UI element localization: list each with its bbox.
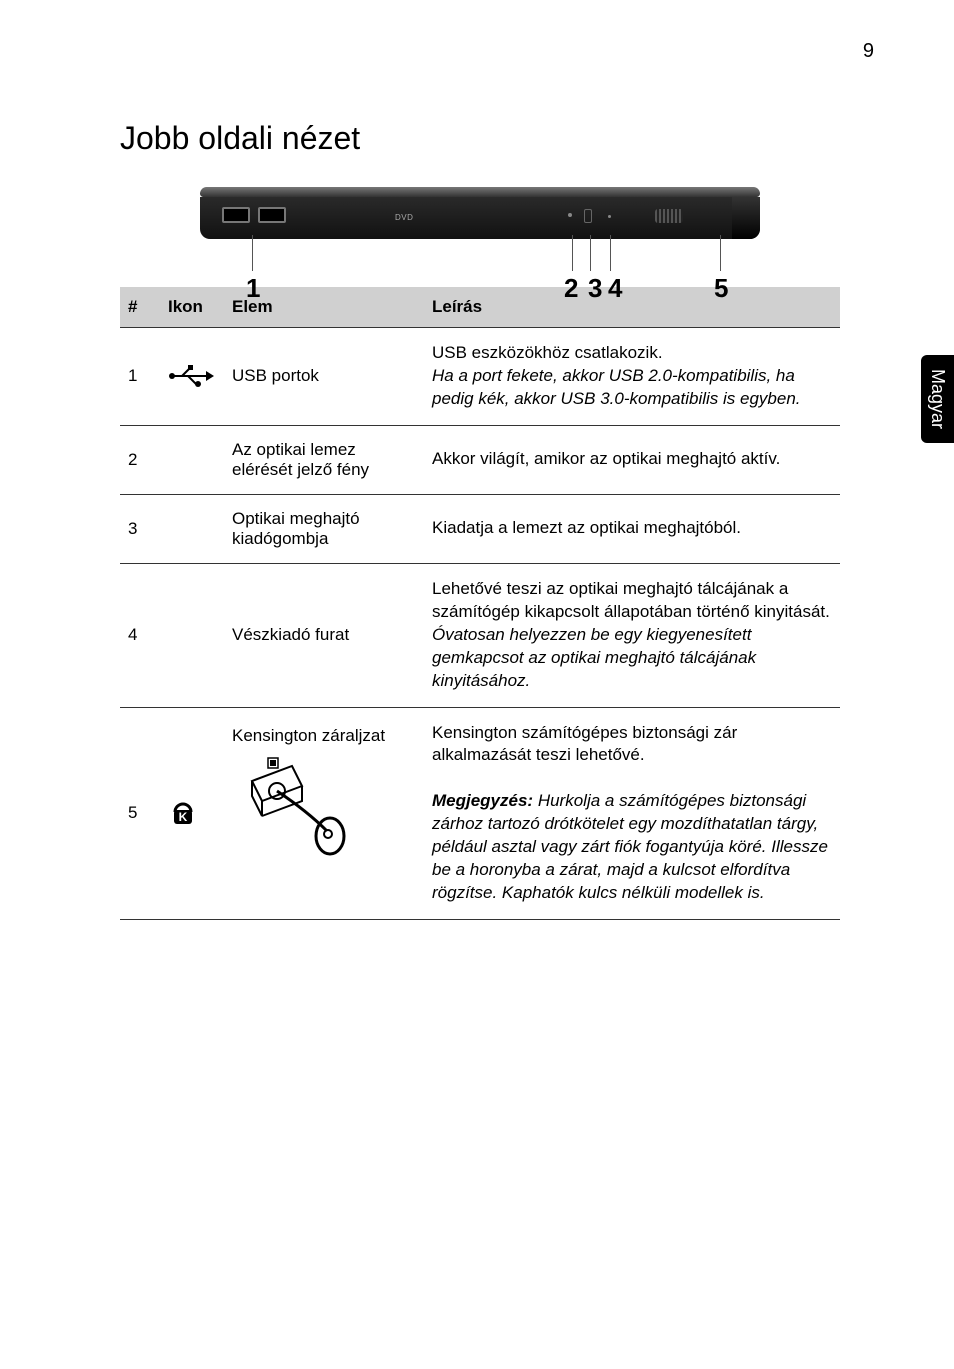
row-elem: Az optikai lemez elérését jelző fény: [224, 425, 424, 494]
desc-text: Kiadatja a lemezt az optikai meghajtóból…: [432, 518, 741, 537]
row-elem: Optikai meghajtó kiadógombja: [224, 494, 424, 563]
row-desc: Kensington számítógépes biztonsági zár a…: [424, 707, 840, 920]
desc-text: Kensington számítógépes biztonsági zár a…: [432, 723, 737, 765]
row-num: 5: [120, 707, 160, 920]
desc-text: Lehetővé teszi az optikai meghajtó tálcá…: [432, 579, 830, 621]
kensington-slot-icon: [655, 209, 683, 223]
desc-text: USB eszközökhöz csatlakozik.: [432, 343, 663, 362]
row-num: 2: [120, 425, 160, 494]
callout-number: 2: [564, 273, 578, 304]
row-num: 4: [120, 563, 160, 707]
lock-cable-illustration-icon: [232, 756, 352, 866]
row-icon: [160, 425, 224, 494]
callout-number: 1: [246, 273, 260, 304]
header-num: #: [120, 287, 160, 328]
row-num: 1: [120, 328, 160, 426]
spec-table: # Ikon Elem Leírás 1: [120, 287, 840, 920]
desc-text: Akkor világít, amikor az optikai meghajt…: [432, 449, 780, 468]
row-desc: Kiadatja a lemezt az optikai meghajtóból…: [424, 494, 840, 563]
desc-italic: Óvatosan helyezzen be egy kiegyenesített…: [432, 625, 756, 690]
page-content: Jobb oldali nézet DVD 1 2 3 4 5: [120, 120, 840, 920]
page-number: 9: [863, 40, 874, 63]
elem-text: Kensington záraljzat: [232, 726, 416, 746]
odd-indicator-icon: [568, 213, 572, 217]
product-figure: DVD 1 2 3 4 5: [200, 187, 760, 247]
row-elem: Kensington záraljzat: [224, 707, 424, 920]
usb-port-icon: [258, 207, 286, 223]
row-icon: [160, 494, 224, 563]
callout-number: 4: [608, 273, 622, 304]
header-desc: Leírás: [424, 287, 840, 328]
row-elem: USB portok: [224, 328, 424, 426]
table-row: 3 Optikai meghajtó kiadógombja Kiadatja …: [120, 494, 840, 563]
table-header-row: # Ikon Elem Leírás: [120, 287, 840, 328]
row-icon: K: [160, 707, 224, 920]
row-desc: Lehetővé teszi az optikai meghajtó tálcá…: [424, 563, 840, 707]
row-desc: Akkor világít, amikor az optikai meghajt…: [424, 425, 840, 494]
emergency-eject-icon: [608, 215, 611, 218]
language-tab: Magyar: [921, 355, 954, 443]
page-title: Jobb oldali nézet: [120, 120, 840, 157]
desc-italic: Ha a port fekete, akkor USB 2.0-kompatib…: [432, 366, 801, 408]
callout-number: 3: [588, 273, 602, 304]
usb-port-icon: [222, 207, 250, 223]
table-row: 2 Az optikai lemez elérését jelző fény A…: [120, 425, 840, 494]
row-icon: [160, 563, 224, 707]
note-label: Megjegyzés:: [432, 791, 533, 810]
header-icon: Ikon: [160, 287, 224, 328]
eject-button-icon: [584, 209, 592, 223]
table-row: 4 Vészkiadó furat Lehetővé teszi az opti…: [120, 563, 840, 707]
row-elem: Vészkiadó furat: [224, 563, 424, 707]
dvd-label: DVD: [395, 213, 413, 222]
row-icon: [160, 328, 224, 426]
usb-icon: [168, 364, 214, 388]
svg-text:K: K: [179, 810, 188, 824]
row-num: 3: [120, 494, 160, 563]
callout-number: 5: [714, 273, 728, 304]
table-row: 5 K Kensington záraljzat: [120, 707, 840, 920]
row-desc: USB eszközökhöz csatlakozik. Ha a port f…: [424, 328, 840, 426]
table-row: 1 USB portok USB eszközökhöz: [120, 328, 840, 426]
kensington-lock-icon: K: [168, 798, 198, 828]
laptop-side-view: DVD 1 2 3 4 5: [200, 187, 760, 247]
